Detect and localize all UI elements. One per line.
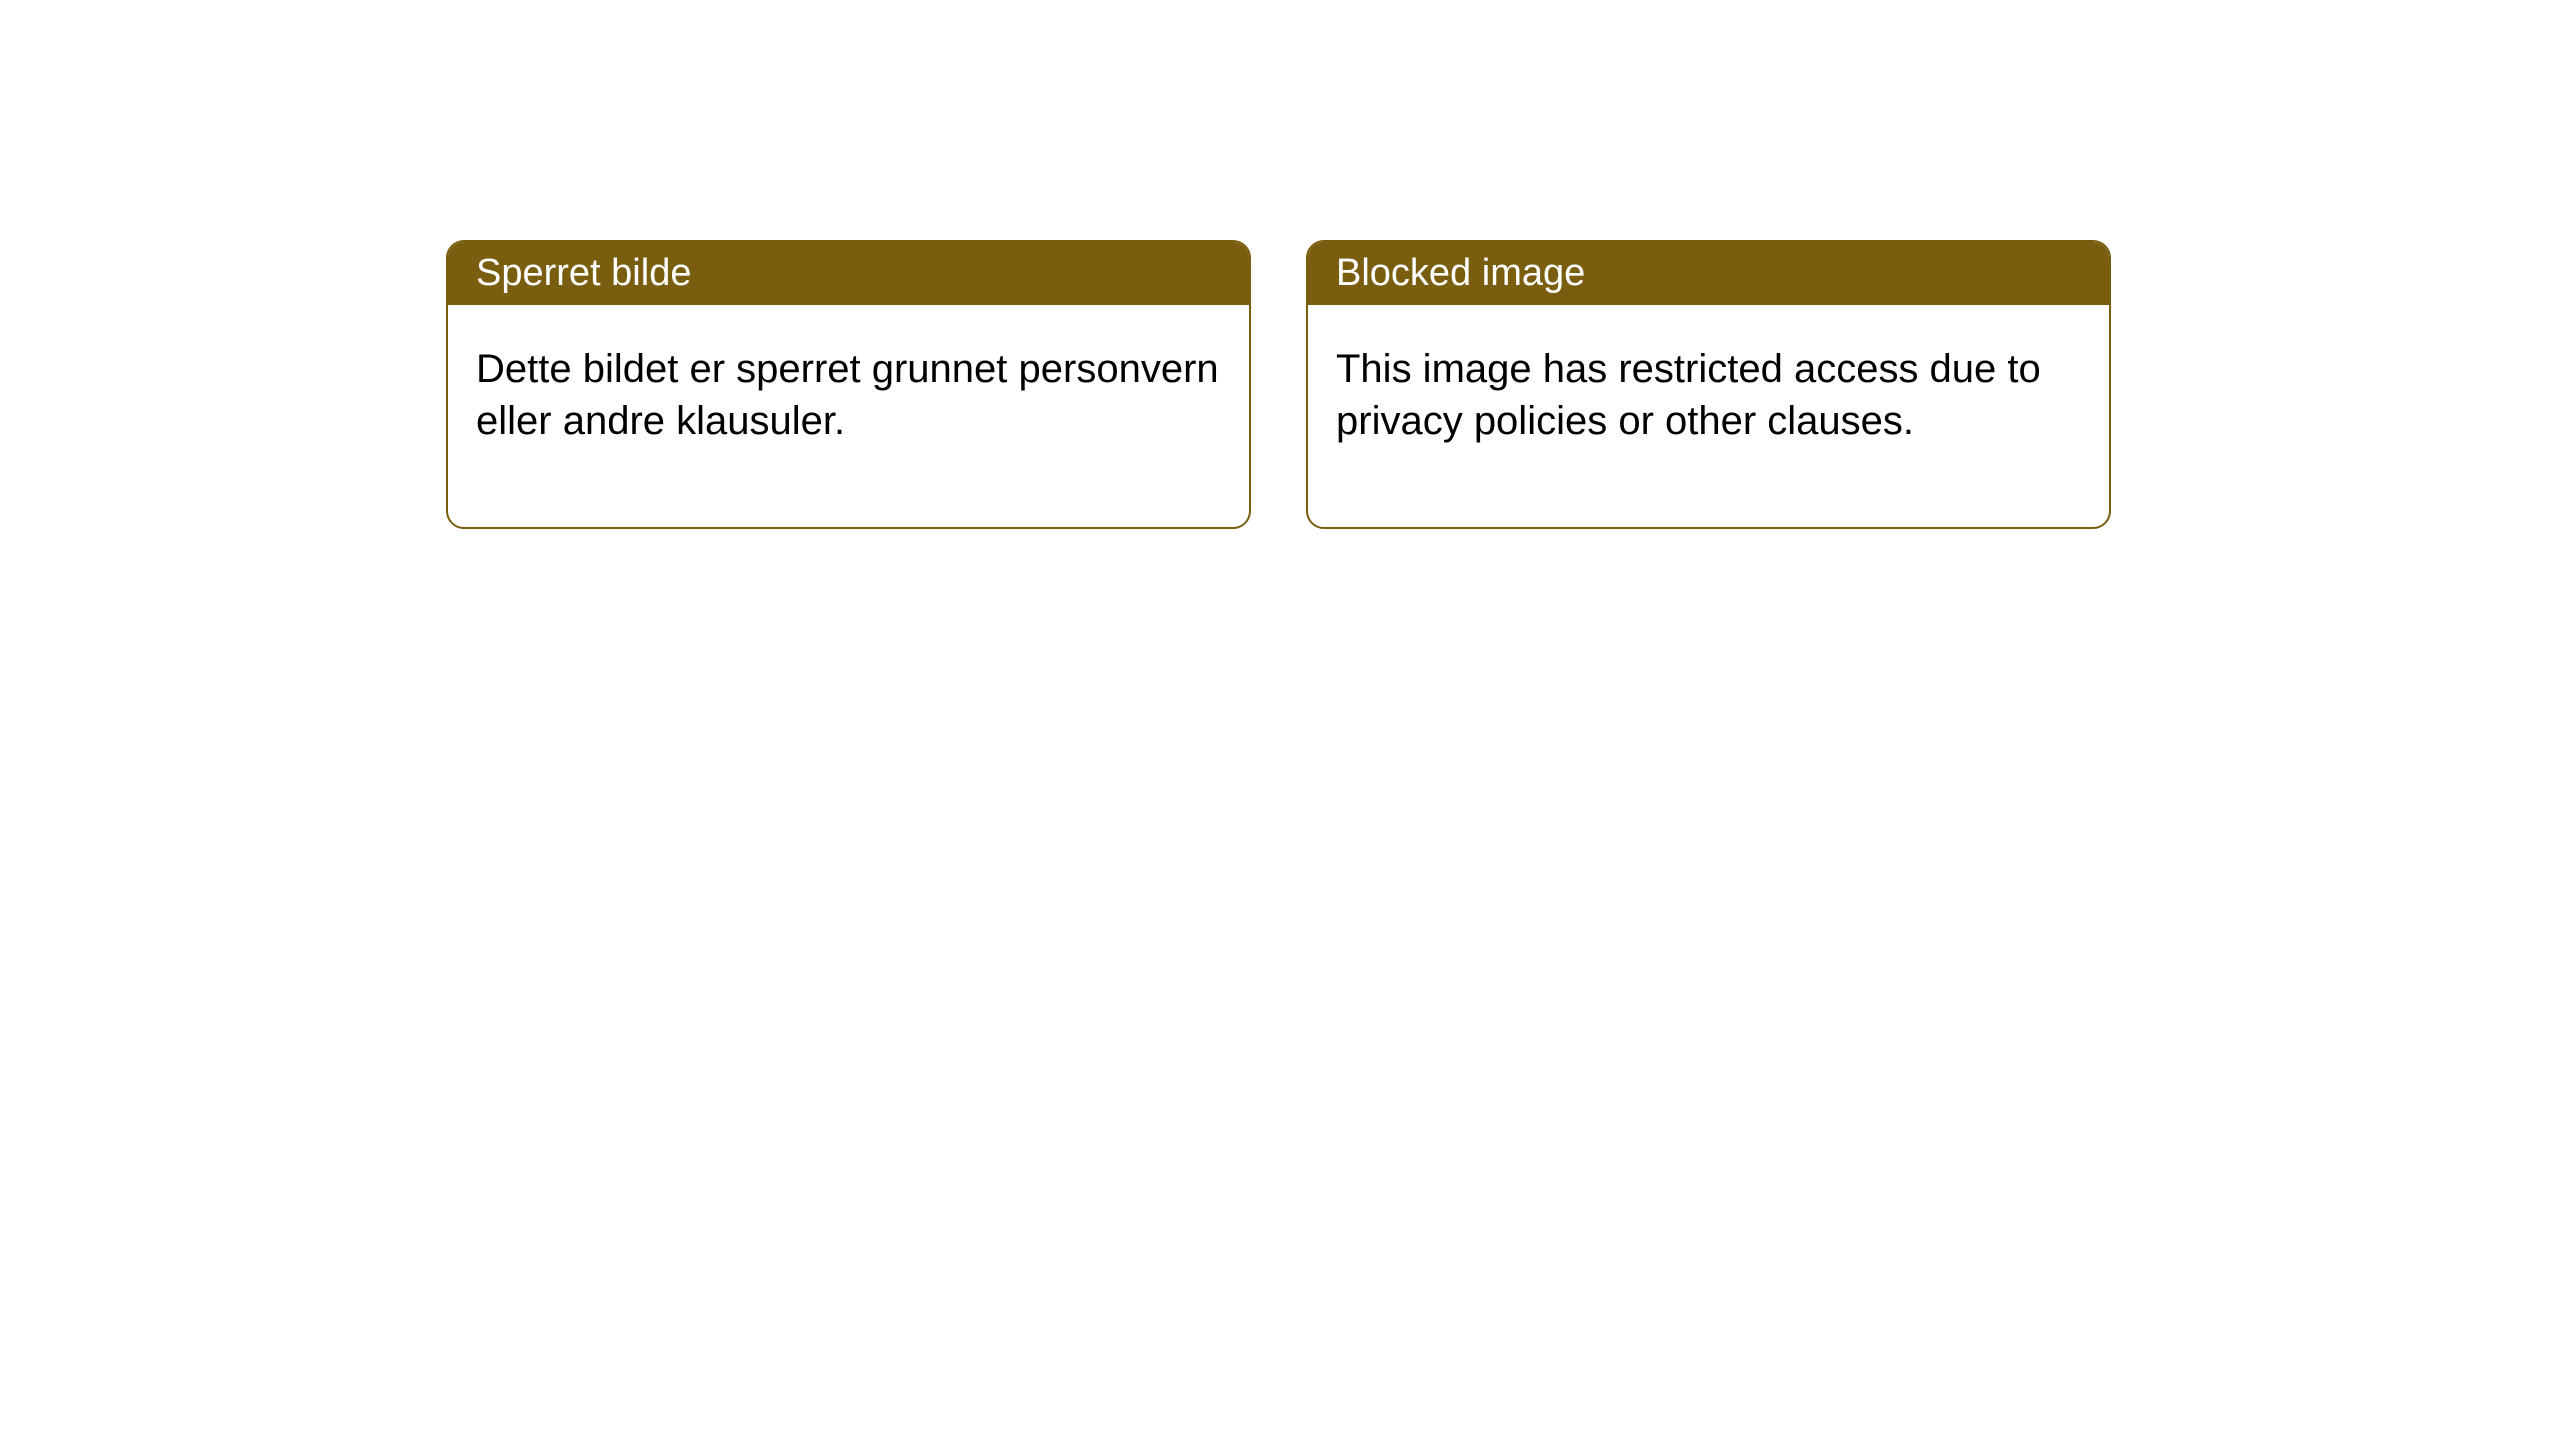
card-body-no: Dette bildet er sperret grunnet personve… <box>448 305 1249 527</box>
card-body-en: This image has restricted access due to … <box>1308 305 2109 527</box>
card-text-no: Dette bildet er sperret grunnet personve… <box>476 347 1219 443</box>
card-text-en: This image has restricted access due to … <box>1336 347 2041 443</box>
card-header-en: Blocked image <box>1308 242 2109 305</box>
blocked-image-card-en: Blocked image This image has restricted … <box>1306 240 2111 529</box>
blocked-image-card-no: Sperret bilde Dette bildet er sperret gr… <box>446 240 1251 529</box>
card-header-no: Sperret bilde <box>448 242 1249 305</box>
card-title-en: Blocked image <box>1336 252 1585 294</box>
card-title-no: Sperret bilde <box>476 252 691 294</box>
card-container: Sperret bilde Dette bildet er sperret gr… <box>0 0 2560 529</box>
